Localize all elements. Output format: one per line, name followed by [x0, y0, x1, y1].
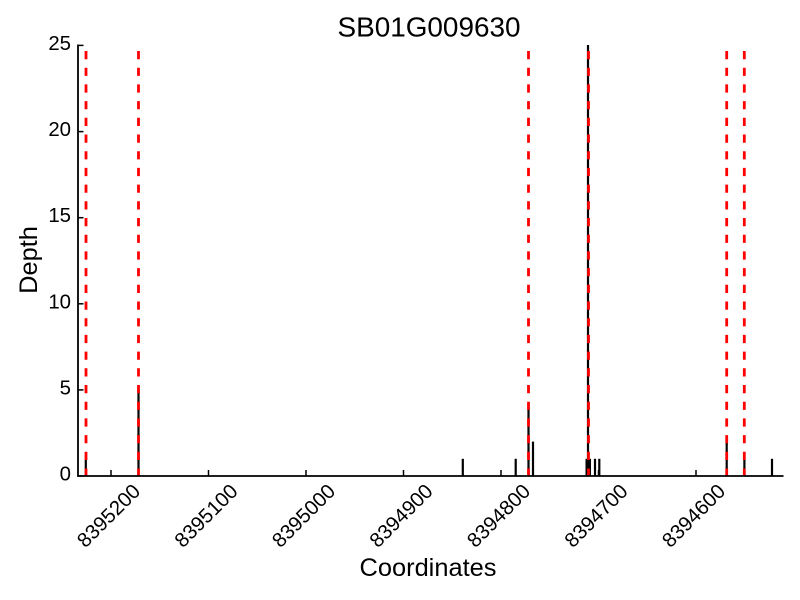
- svg-text:0: 0: [60, 464, 71, 486]
- svg-text:SB01G009630: SB01G009630: [338, 11, 521, 42]
- svg-text:10: 10: [48, 291, 71, 313]
- svg-text:15: 15: [48, 205, 71, 227]
- svg-text:5: 5: [60, 377, 71, 399]
- svg-text:20: 20: [48, 119, 71, 141]
- svg-text:25: 25: [48, 33, 71, 55]
- svg-text:Coordinates: Coordinates: [360, 554, 497, 582]
- svg-text:Depth: Depth: [15, 226, 43, 294]
